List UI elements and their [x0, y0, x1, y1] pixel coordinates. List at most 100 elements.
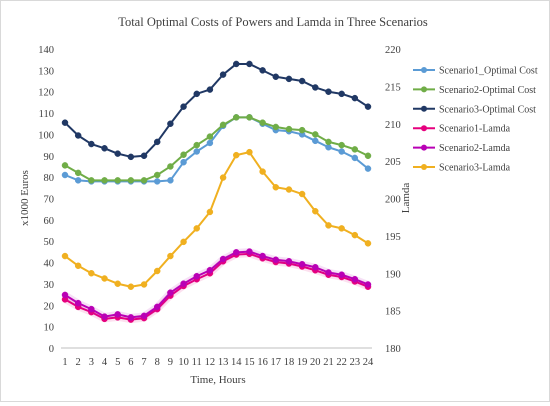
- y-right-tick-label: 220: [385, 45, 401, 56]
- data-point: [74, 262, 82, 270]
- data-point: [101, 313, 108, 320]
- data-point: [193, 272, 200, 280]
- data-point: [338, 225, 345, 232]
- y-left-tick-label: 90: [44, 152, 55, 163]
- data-point: [338, 90, 345, 98]
- data-point: [246, 248, 253, 255]
- legend-entry-label: Scenario1-Lamda: [439, 124, 511, 135]
- data-point: [259, 67, 266, 74]
- data-point: [351, 146, 359, 153]
- x-tick-label: 13: [218, 357, 229, 368]
- data-point: [140, 312, 148, 320]
- legend-entry-label: Scenario3-Lamda: [439, 163, 511, 174]
- data-point: [259, 252, 266, 260]
- y-left-tick-label: 20: [44, 301, 55, 312]
- data-point: [259, 168, 266, 175]
- data-point: [259, 119, 266, 126]
- series-line: [64, 116, 369, 182]
- data-point: [180, 158, 187, 166]
- data-point: [285, 75, 293, 83]
- y-left-tick-label: 50: [44, 237, 55, 248]
- data-point: [298, 126, 306, 134]
- data-point: [88, 177, 95, 184]
- x-tick-label: 6: [128, 357, 133, 368]
- x-tick-label: 11: [192, 357, 202, 368]
- x-tick-label: 10: [178, 357, 189, 368]
- x-tick-label: 18: [284, 357, 295, 368]
- data-point: [298, 261, 306, 268]
- x-tick-label: 21: [323, 357, 334, 368]
- data-point: [364, 152, 372, 160]
- data-point: [114, 177, 121, 184]
- x-tick-label: 15: [244, 357, 255, 368]
- x-tick-label: 14: [231, 357, 242, 368]
- data-point: [61, 119, 69, 126]
- data-point: [88, 140, 95, 148]
- data-point: [312, 207, 319, 215]
- data-point: [180, 151, 187, 158]
- data-point: [153, 138, 161, 146]
- y-left-tick-label: 0: [49, 344, 54, 355]
- data-point: [127, 283, 135, 290]
- plot-area: [61, 60, 372, 324]
- legend-swatch-marker: [421, 67, 427, 73]
- legend-swatch-marker: [421, 164, 427, 170]
- series-line: [64, 62, 369, 158]
- data-point: [206, 267, 214, 274]
- y-left-tick-label: 130: [38, 66, 54, 77]
- data-point: [61, 171, 69, 179]
- data-point: [153, 171, 161, 179]
- data-point: [74, 299, 82, 307]
- data-point: [325, 222, 332, 229]
- x-tick-label: 16: [257, 357, 268, 368]
- legend-swatch-marker: [421, 86, 427, 93]
- data-point: [312, 84, 319, 91]
- data-point: [167, 289, 174, 296]
- y-right-tick-label: 210: [385, 120, 401, 131]
- y-left-tick-label: 40: [44, 259, 55, 270]
- data-point: [140, 177, 148, 184]
- data-point: [101, 275, 108, 282]
- data-point: [233, 249, 240, 256]
- x-tick-label: 20: [310, 357, 321, 368]
- data-point: [206, 208, 214, 216]
- data-point: [193, 90, 200, 98]
- data-point: [338, 148, 345, 155]
- legend-entry-label: Scenario3-Optimal Cost: [439, 104, 536, 115]
- data-point: [114, 150, 121, 157]
- data-point: [193, 225, 200, 232]
- data-point: [364, 281, 372, 288]
- data-point: [272, 73, 280, 81]
- data-point: [272, 256, 280, 264]
- data-point: [180, 280, 187, 287]
- x-tick-label: 5: [115, 357, 120, 368]
- x-tick-label: 22: [336, 357, 347, 368]
- data-point: [153, 178, 161, 185]
- chart-title: Total Optimal Costs of Powers and Lamda …: [118, 15, 428, 29]
- data-point: [127, 314, 135, 321]
- y-right-tick-label: 180: [385, 344, 401, 355]
- data-point: [114, 280, 121, 287]
- y-right-tick-label: 215: [385, 82, 401, 93]
- data-point: [312, 264, 319, 271]
- data-point: [167, 177, 174, 184]
- data-point: [246, 114, 253, 121]
- x-tick-label: 1: [62, 357, 67, 368]
- data-point: [167, 120, 174, 127]
- y-right-tick-label: 200: [385, 195, 401, 206]
- legend-swatch-marker: [421, 144, 427, 151]
- x-tick-label: 4: [102, 357, 108, 368]
- data-point: [180, 103, 187, 110]
- legend-entry-label: Scenario1_Optimal Cost: [439, 66, 538, 77]
- x-tick-label: 8: [155, 357, 160, 368]
- data-point: [88, 305, 95, 313]
- data-point: [193, 148, 200, 155]
- data-point: [325, 138, 332, 146]
- data-point: [298, 190, 306, 198]
- data-point: [74, 177, 82, 184]
- x-tick-label: 3: [89, 357, 94, 368]
- data-point: [233, 114, 240, 121]
- data-point: [206, 139, 214, 147]
- x-axis-label: Time, Hours: [190, 374, 245, 386]
